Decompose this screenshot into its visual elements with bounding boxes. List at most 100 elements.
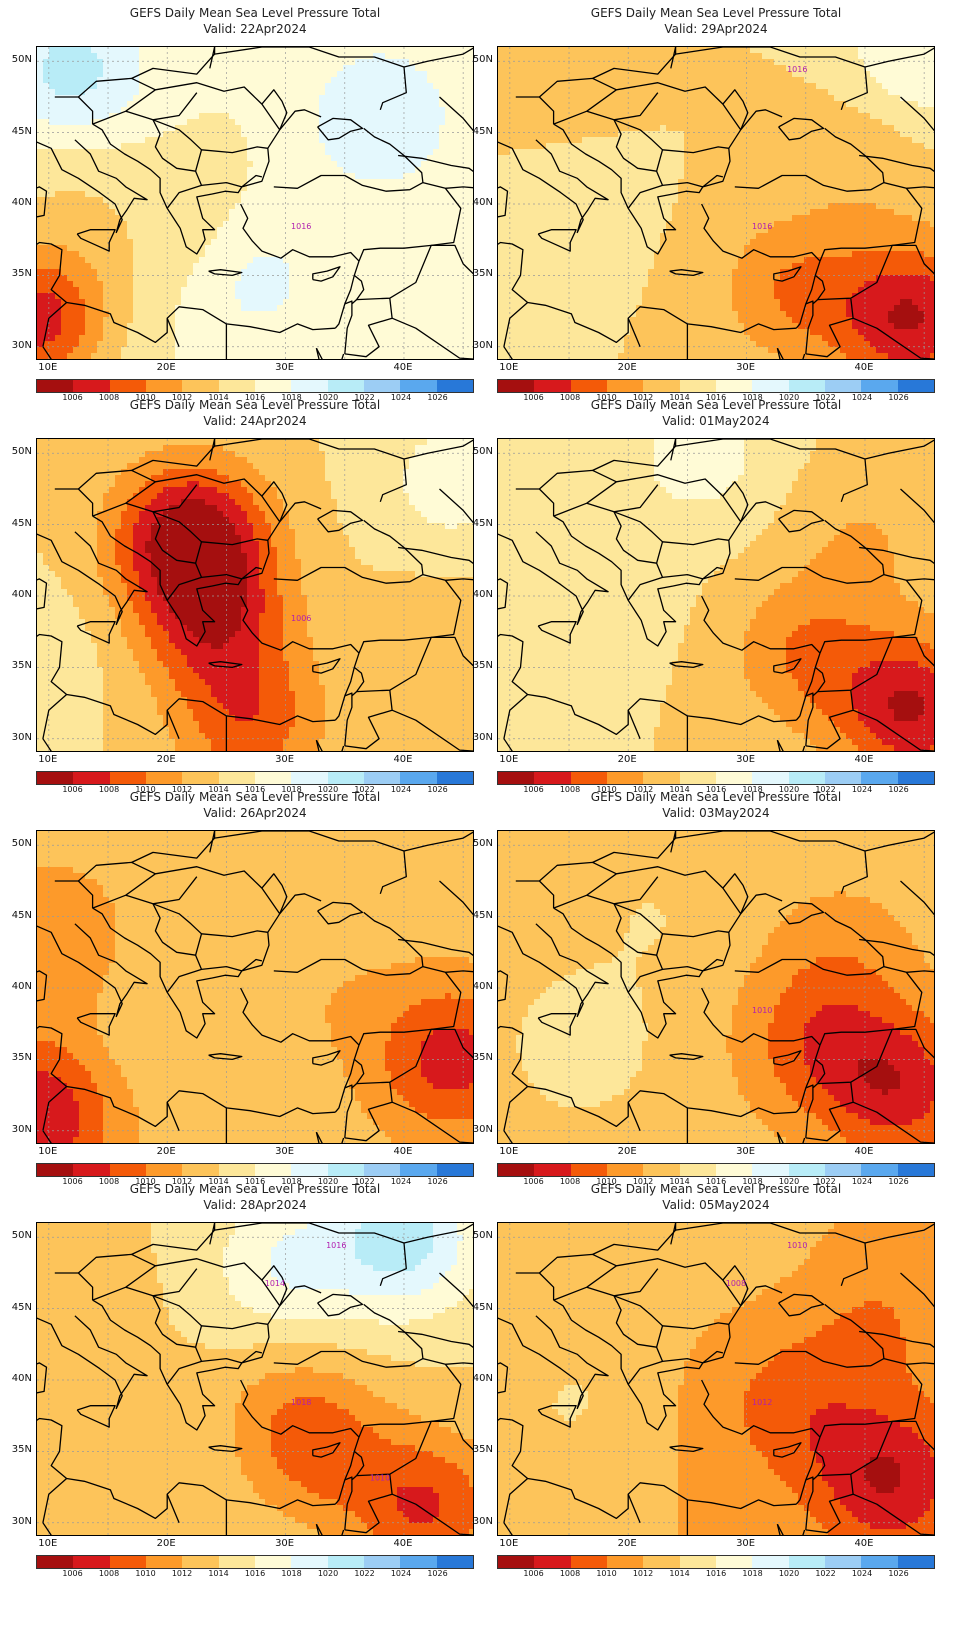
colorbar-label: 1024	[385, 785, 417, 794]
colorbar-label: 1024	[846, 393, 878, 402]
colorbar-swatch	[182, 380, 219, 392]
colorbar-label: 1008	[554, 785, 586, 794]
colorbar-label: 1016	[700, 1177, 732, 1186]
colorbar-swatch	[363, 380, 401, 392]
colorbar-swatch	[254, 1556, 292, 1568]
colorbar-label: 1010	[591, 393, 623, 402]
panel-valid-date: Valid: 03May2024	[497, 806, 935, 821]
colorbar-swatch	[498, 1556, 535, 1568]
colorbar-swatch	[534, 772, 571, 784]
colorbar-swatch	[291, 772, 328, 784]
colorbar-label: 1006	[518, 393, 550, 402]
colorbar-label: 1010	[591, 1569, 623, 1578]
colorbar-swatch	[498, 1164, 535, 1176]
longitude-label: 20E	[151, 1538, 181, 1549]
colorbar-swatch	[861, 1164, 898, 1176]
colorbar-label: 1016	[239, 1177, 271, 1186]
latitude-label: 30N	[2, 340, 32, 351]
colorbar-label: 1012	[627, 785, 659, 794]
longitude-label: 10E	[494, 362, 524, 373]
colorbar-swatch	[400, 1556, 437, 1568]
colorbar-swatch	[37, 380, 74, 392]
colorbar-swatch	[109, 1164, 146, 1176]
contour-label: 1008	[726, 1279, 746, 1288]
coastlines-borders	[498, 47, 934, 359]
colorbar-swatch	[897, 772, 934, 784]
colorbar-swatch	[897, 1556, 934, 1568]
colorbar-swatch	[570, 1164, 607, 1176]
contour-label: 1010	[370, 1473, 390, 1482]
latitude-label: 45N	[463, 126, 493, 137]
colorbar-label: 1022	[349, 785, 381, 794]
pressure-map: 1016 1016	[497, 46, 935, 360]
colorbar-label: 1010	[130, 393, 162, 402]
colorbar-label: 1014	[203, 1177, 235, 1186]
colorbar-label: 1008	[554, 393, 586, 402]
pressure-map: 1018 1016 1014 1010	[36, 1222, 474, 1536]
colorbar-swatch	[498, 380, 535, 392]
colorbar-swatch	[400, 772, 437, 784]
panel-valid-date: Valid: 29Apr2024	[497, 22, 935, 37]
colorbar-swatch	[37, 1164, 74, 1176]
colorbar	[36, 379, 474, 393]
pressure-field-svg: 1010	[498, 831, 934, 1143]
longitude-label: 10E	[33, 1538, 63, 1549]
pressure-map	[497, 438, 935, 752]
colorbar	[497, 1163, 935, 1177]
colorbar-label: 1010	[130, 1569, 162, 1578]
contour-label: 1018	[291, 1398, 311, 1407]
colorbar-swatch	[327, 380, 364, 392]
latitude-label: 35N	[2, 660, 32, 671]
latitude-label: 30N	[463, 1124, 493, 1135]
longitude-label: 30E	[731, 754, 761, 765]
coastlines-borders	[37, 831, 473, 1143]
colorbar-swatch	[145, 1556, 183, 1568]
colorbar-swatch	[254, 772, 292, 784]
latitude-label: 40N	[463, 981, 493, 992]
colorbar-swatch	[861, 380, 898, 392]
latitude-label: 40N	[463, 1373, 493, 1384]
colorbar	[36, 1163, 474, 1177]
pressure-map: 1016	[36, 46, 474, 360]
longitude-label: 30E	[270, 1538, 300, 1549]
longitude-label: 30E	[731, 1538, 761, 1549]
longitude-label: 40E	[388, 1538, 418, 1549]
contour-label: 1016	[787, 65, 807, 74]
colorbar	[36, 771, 474, 785]
longitude-label: 30E	[270, 362, 300, 373]
graticule	[37, 831, 473, 1143]
colorbar-label: 1018	[276, 785, 308, 794]
colorbar-swatch	[218, 380, 255, 392]
colorbar-label: 1012	[166, 785, 198, 794]
colorbar-swatch	[363, 1556, 401, 1568]
map-panel: GEFS Daily Mean Sea Level Pressure Total…	[461, 784, 943, 1194]
colorbar-label: 1022	[810, 1177, 842, 1186]
colorbar-label: 1012	[166, 393, 198, 402]
longitude-label: 10E	[33, 754, 63, 765]
colorbar-swatch	[327, 772, 364, 784]
longitude-label: 20E	[151, 1146, 181, 1157]
pressure-field-svg: 1016 1016	[498, 47, 934, 359]
colorbar-label: 1026	[422, 1177, 454, 1186]
longitude-label: 40E	[849, 362, 879, 373]
colorbar-swatch	[715, 1164, 753, 1176]
colorbar-label: 1022	[810, 393, 842, 402]
colorbar-swatch	[218, 1164, 255, 1176]
colorbar-label: 1018	[737, 393, 769, 402]
colorbar-swatch	[643, 1556, 680, 1568]
longitude-label: 10E	[494, 1146, 524, 1157]
colorbar-swatch	[788, 380, 825, 392]
colorbar-swatch	[897, 1164, 934, 1176]
colorbar	[497, 379, 935, 393]
colorbar-swatch	[109, 1556, 146, 1568]
latitude-label: 35N	[463, 660, 493, 671]
colorbar-swatch	[400, 380, 437, 392]
graticule	[498, 439, 934, 751]
latitude-label: 45N	[463, 518, 493, 529]
colorbar-swatch	[643, 772, 680, 784]
latitude-label: 50N	[463, 54, 493, 65]
latitude-label: 30N	[463, 340, 493, 351]
colorbar-swatch	[436, 380, 473, 392]
longitude-label: 30E	[270, 754, 300, 765]
